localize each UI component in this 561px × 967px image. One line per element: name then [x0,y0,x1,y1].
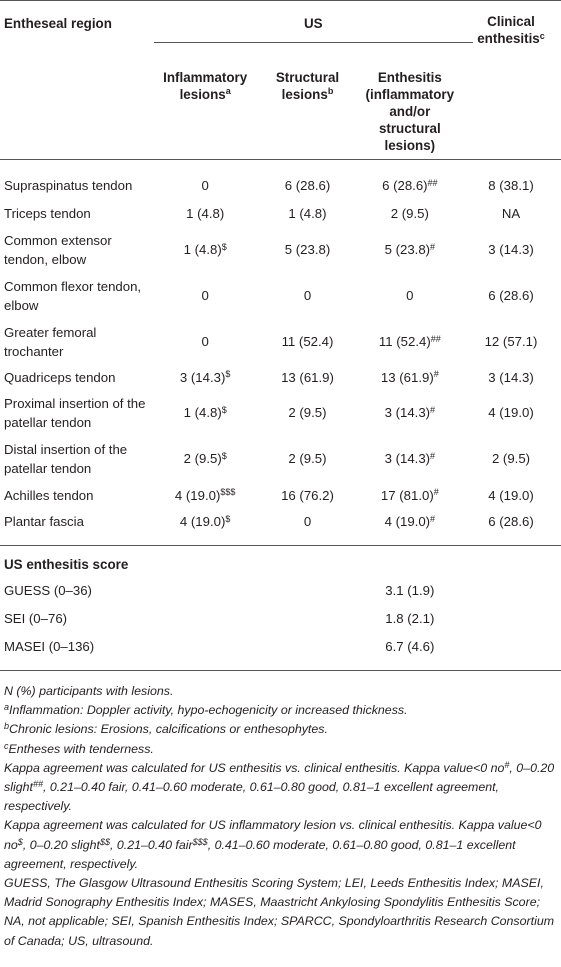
header-enthesitis: Enthesitis (inflammatory and/or structur… [358,50,461,160]
footnote-b: bChronic lesions: Erosions, calcificatio… [4,721,328,737]
inflammatory-cell: 2 (9.5)$ [183,450,227,466]
table-row: Greater femoral trochanter 0 11 (52.4) 1… [0,319,561,365]
clinical-cell: NA [501,206,521,221]
region-cell: Proximal insertion of the patellar tendo… [4,395,146,430]
inflammatory-cell: 1 (4.8)$ [183,404,227,420]
inflammatory-cell: 0 [201,334,209,349]
inflammatory-cell: 4 (19.0)$ [179,513,231,529]
clinical-cell: 4 (19.0) [488,487,534,503]
score-row: GUESS (0–36) 3.1 (1.9) [0,577,561,605]
table-row: Common flexor tendon, elbow 0 0 0 6 (28.… [0,273,561,319]
clinical-cell: 4 (19.0) [488,405,534,420]
header-inflammatory-sup: a [225,86,231,97]
footnote-kappa-inflammatory: Kappa agreement was calculated for US in… [4,818,542,871]
structural-cell: 2 (9.5) [288,405,327,420]
footnote-kappa-enthesitis: Kappa agreement was calculated for US en… [4,759,555,814]
enthesitis-cell: 6 (28.6)## [382,177,438,193]
inflammatory-cell: 3 (14.3)$ [179,369,231,385]
score-label: SEI (0–76) [4,611,68,626]
score-value: 1.8 (2.1) [385,611,435,626]
enthesitis-cell: 3 (14.3)# [384,404,436,420]
header-blank [0,50,154,160]
header-structural-lesions: Structural lesionsb [256,50,359,160]
region-cell: Common extensor tendon, elbow [4,232,112,267]
table-row: Distal insertion of the patellar tendon … [0,436,561,482]
table-row: Plantar fascia 4 (19.0)$ 0 4 (19.0)# 6 (… [0,509,561,535]
inflammatory-cell: 4 (19.0)$$$ [174,487,236,503]
score-section-header: US enthesitis score [0,546,561,577]
footnote-c: cEntheses with tenderness. [4,740,154,756]
structural-cell: 11 (52.4) [281,334,334,349]
score-value: 3.1 (1.9) [385,583,435,598]
clinical-cell: 6 (28.6) [488,514,534,529]
clinical-cell: 12 (57.1) [484,334,538,349]
table-row: Supraspinatus tendon 0 6 (28.6) 6 (28.6)… [0,171,561,201]
region-cell: Triceps tendon [4,206,91,221]
enthesitis-cell: 0 [406,288,414,303]
header-clinical-enthesitis: Clinical enthesitisc [461,0,561,51]
clinical-cell: 3 (14.3) [488,242,534,257]
clinical-cell: 8 (38.1) [488,178,534,193]
region-cell: Greater femoral trochanter [4,324,97,359]
table-row: Common extensor tendon, elbow 1 (4.8)$ 5… [0,227,561,273]
structural-cell: 13 (61.9) [281,369,334,385]
header-clinical-sup: c [539,30,545,41]
clinical-cell: 3 (14.3) [488,369,534,385]
structural-cell: 0 [303,288,312,303]
footnote-a: aInflammation: Doppler activity, hypo-ec… [4,702,408,718]
inflammatory-cell: 0 [201,178,209,193]
table-row: Quadriceps tendon 3 (14.3)$ 13 (61.9) 13… [0,365,561,390]
header-structural-sup: b [327,86,334,97]
structural-cell: 1 (4.8) [288,206,327,221]
table-row: Proximal insertion of the patellar tendo… [0,390,561,436]
enthesitis-cell: 4 (19.0)# [384,513,436,529]
region-cell: Supraspinatus tendon [4,178,133,193]
region-cell: Plantar fascia [4,514,84,529]
footnote-abbreviations: GUESS, The Glasgow Ultrasound Enthesitis… [4,876,555,948]
region-cell: Distal insertion of the patellar tendon [4,441,128,476]
table-row: Achilles tendon 4 (19.0)$$$ 16 (76.2) 17… [0,482,561,509]
clinical-cell: 6 (28.6) [488,288,534,303]
enthesitis-cell: 13 (61.9)# [380,369,439,385]
structural-cell: 0 [303,514,312,529]
enthesitis-cell: 11 (52.4)## [378,333,441,349]
clinical-cell: 2 (9.5) [491,451,531,466]
region-cell: Achilles tendon [4,487,94,503]
enthesitis-cell: 17 (81.0)# [380,487,439,503]
inflammatory-cell: 1 (4.8)$ [183,241,227,257]
region-cell: Quadriceps tendon [4,369,116,385]
score-row: MASEI (0–136) 6.7 (4.6) [0,633,561,661]
score-label: MASEI (0–136) [4,639,95,654]
inflammatory-cell: 0 [201,288,209,303]
score-section-title: US enthesitis score [4,556,129,572]
enthesitis-cell: 5 (23.8)# [384,241,436,257]
header-inflammatory-lesions: Inflammatory lesionsa [154,50,257,160]
table-footnotes: N (%) participants with lesions. aInflam… [4,682,557,951]
enthesitis-table: Entheseal region US Clinical enthesitisc… [0,0,561,671]
inflammatory-cell: 1 (4.8) [186,206,225,221]
score-row: SEI (0–76) 1.8 (2.1) [0,605,561,633]
region-cell: Common flexor tendon, elbow [4,278,142,313]
structural-cell: 16 (76.2) [281,487,334,503]
enthesitis-cell: 3 (14.3)# [384,450,436,466]
structural-cell: 5 (23.8) [284,242,331,257]
header-us: US [154,0,473,51]
header-entheseal-region: Entheseal region [0,0,154,51]
structural-cell: 6 (28.6) [284,178,331,193]
structural-cell: 2 (9.5) [288,451,327,466]
score-label: GUESS (0–36) [4,583,92,598]
score-value: 6.7 (4.6) [385,639,435,654]
footnote-n: N (%) participants with lesions. [4,684,174,698]
table-row: Triceps tendon 1 (4.8) 1 (4.8) 2 (9.5) N… [0,201,561,227]
enthesitis-cell: 2 (9.5) [390,206,429,221]
header-blank-2 [461,50,561,160]
